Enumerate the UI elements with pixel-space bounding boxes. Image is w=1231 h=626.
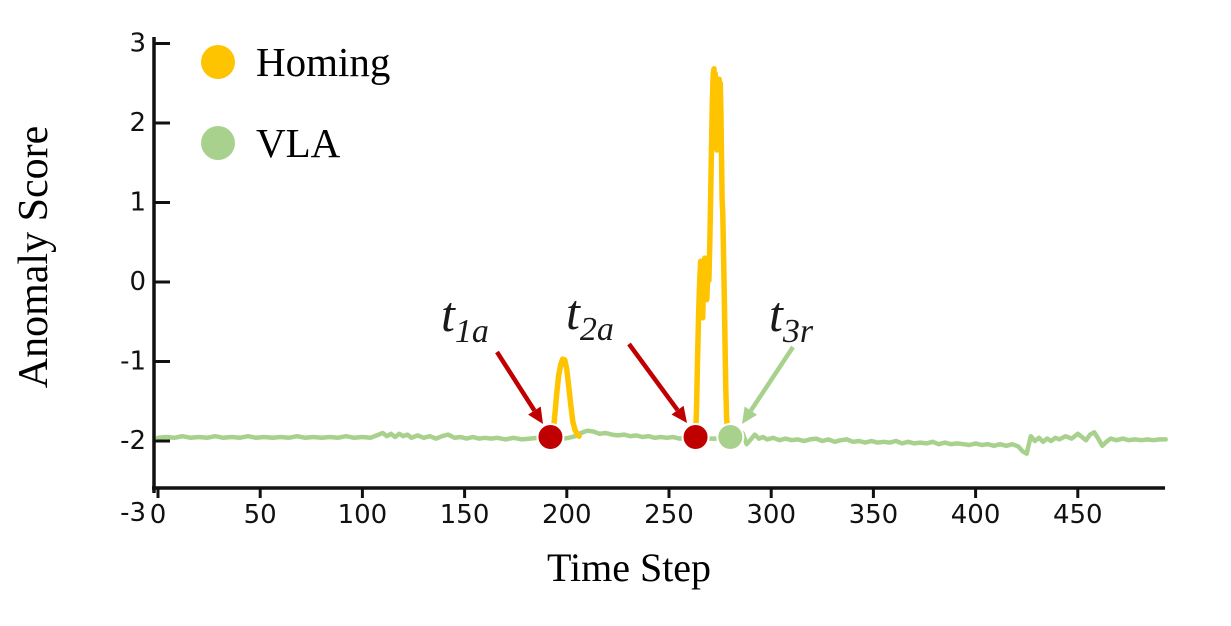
vla-line — [155, 428, 1168, 456]
y-tick-label-0: 0 — [129, 267, 146, 297]
x-tick-label-100: 100 — [338, 500, 388, 530]
y-tick-label--3: -3 — [120, 498, 146, 528]
y-tick-label-3: 3 — [129, 29, 146, 59]
y-tick-label--1: -1 — [120, 347, 146, 377]
t2a-arrow — [627, 342, 680, 412]
t3r-marker — [716, 423, 745, 452]
x-tick-label-50: 50 — [244, 500, 277, 530]
t2a-marker — [681, 423, 710, 452]
x-tick-label-250: 250 — [644, 500, 694, 530]
y-tick-label--2: -2 — [120, 426, 146, 456]
t1a-arrow — [495, 350, 537, 412]
legend-label-vla: VLA — [256, 120, 341, 166]
t3r-arrowhead — [742, 406, 758, 424]
y-axis-label: Anomaly Score — [11, 126, 57, 388]
t1a-label: t1a — [441, 286, 489, 350]
t3r-label: t3r — [769, 286, 814, 350]
x-axis-label: Time Step — [547, 545, 711, 590]
x-tick-label-150: 150 — [440, 500, 490, 530]
y-tick-label-1: 1 — [129, 188, 146, 218]
x-tick-label-400: 400 — [951, 500, 1001, 530]
t2a-label-subscript: 2a — [580, 311, 614, 348]
t3r-label-subscript: 3r — [782, 313, 814, 350]
homing-spike-2 — [692, 66, 732, 441]
legend-label-homing: Homing — [256, 39, 390, 85]
t2a-arrowhead — [671, 405, 687, 423]
t3r-arrow — [748, 345, 795, 412]
t1a-label-subscript: 1a — [455, 313, 489, 350]
legend-swatch-vla — [201, 126, 235, 160]
t1a-arrowhead — [528, 406, 543, 424]
x-tick-label-0: 0 — [150, 500, 167, 530]
t1a-marker — [536, 423, 565, 452]
y-tick-label-2: 2 — [129, 108, 146, 138]
x-tick-label-450: 450 — [1053, 500, 1103, 530]
x-tick-label-300: 300 — [746, 500, 796, 530]
legend-swatch-homing — [201, 45, 235, 79]
t2a-label: t2a — [566, 284, 614, 348]
x-tick-label-200: 200 — [542, 500, 592, 530]
x-tick-label-350: 350 — [849, 500, 899, 530]
homing-spike-1 — [549, 356, 582, 440]
